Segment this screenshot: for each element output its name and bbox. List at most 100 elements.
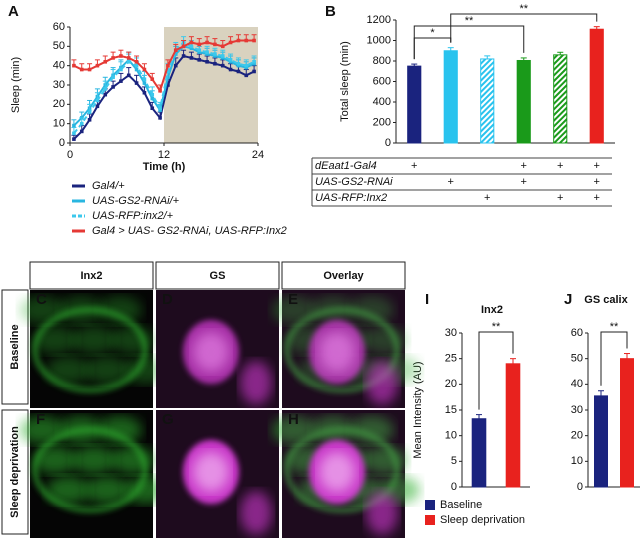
point — [158, 116, 162, 120]
point — [119, 54, 123, 58]
background-stain — [282, 410, 405, 538]
panel-letter: D — [162, 291, 173, 308]
point — [87, 118, 92, 122]
bar — [407, 65, 422, 144]
neuropil — [85, 356, 129, 384]
significance-label: ** — [465, 15, 474, 27]
point — [236, 63, 241, 68]
neuropil — [46, 476, 90, 504]
legend-label: Sleep deprivation — [440, 514, 525, 526]
point — [166, 83, 170, 87]
y-tick-label: 0 — [59, 137, 65, 149]
legend-label: Gal4/+ — [92, 180, 125, 192]
calyx-glow — [319, 452, 355, 492]
point — [72, 63, 76, 68]
panel-letter: G — [162, 411, 174, 428]
genotype-mark: + — [557, 192, 563, 204]
column-header-box — [155, 261, 280, 290]
neuropil — [350, 416, 394, 444]
genotype-mark: + — [594, 160, 600, 172]
column-header-box — [29, 261, 154, 290]
point — [134, 67, 139, 72]
point — [189, 46, 194, 51]
genotype-label: UAS-GS2-RNAi — [315, 176, 393, 188]
genotype-mark: + — [521, 160, 527, 172]
neuropil — [72, 446, 116, 474]
point — [142, 90, 147, 95]
point — [158, 106, 162, 110]
y-tick-label: 30 — [445, 327, 457, 339]
column-header: Inx2 — [80, 270, 102, 282]
y-tick-label: 10 — [571, 455, 583, 467]
y-tick-label: 50 — [53, 40, 65, 52]
background-stain — [156, 290, 279, 408]
legend-swatch — [425, 515, 435, 525]
genotype-mark: + — [484, 192, 490, 204]
y-axis-label: Total sleep (min) — [339, 41, 351, 122]
y-tick-label: 600 — [373, 75, 391, 87]
x-tick-label: 0 — [67, 149, 73, 161]
genotype-mark: + — [557, 160, 563, 172]
y-tick-label: 50 — [571, 353, 583, 365]
y-tick-label: 1200 — [367, 14, 391, 26]
point — [220, 54, 225, 58]
point — [150, 106, 155, 110]
panel-letter: J — [564, 291, 572, 308]
y-axis-label: Mean Intensity (AU) — [412, 361, 424, 458]
point — [79, 67, 84, 72]
point — [166, 69, 170, 74]
point — [236, 61, 241, 66]
y-tick-label: 40 — [571, 378, 583, 390]
significance-label: ** — [492, 321, 501, 333]
point — [166, 75, 170, 80]
y-tick-label: 400 — [373, 96, 391, 108]
bar — [480, 58, 495, 144]
chart-title: Inx2 — [481, 304, 503, 316]
neuropil — [98, 416, 142, 444]
genotype-mark: + — [411, 160, 417, 172]
significance-bracket — [478, 331, 514, 410]
panel-letter: B — [325, 3, 336, 20]
y-tick-label: 5 — [451, 455, 457, 467]
micrograph: F — [20, 410, 168, 538]
calyx-glow — [193, 332, 229, 372]
significance-label: ** — [610, 321, 619, 333]
point — [95, 63, 100, 68]
point — [228, 60, 233, 64]
point — [111, 56, 115, 60]
point — [72, 137, 76, 141]
point — [181, 54, 186, 58]
point — [205, 60, 209, 64]
point — [150, 96, 155, 101]
neuropil — [350, 296, 394, 324]
point — [213, 61, 217, 66]
point — [213, 42, 217, 47]
point — [126, 56, 131, 60]
neuropil — [72, 326, 116, 354]
point — [213, 54, 217, 58]
point — [142, 67, 147, 72]
micrograph: G — [156, 410, 279, 538]
y-tick-label: 200 — [373, 116, 391, 128]
point — [220, 63, 225, 68]
point — [173, 63, 178, 68]
point — [181, 44, 186, 49]
point — [197, 48, 202, 52]
bar — [589, 28, 604, 144]
row-header-box — [1, 289, 29, 405]
point — [189, 40, 194, 45]
neuropil — [111, 326, 155, 354]
y-tick-label: 20 — [571, 430, 583, 442]
panel-letter: I — [425, 291, 429, 308]
significance-bracket — [600, 331, 628, 386]
y-tick-label: 10 — [445, 430, 457, 442]
point — [252, 60, 256, 64]
point — [134, 60, 139, 64]
neuropil — [85, 476, 129, 504]
genotype-mark: + — [448, 176, 454, 188]
point — [236, 38, 241, 43]
bar — [620, 358, 634, 488]
cortex-glia — [366, 361, 398, 405]
point — [150, 77, 155, 81]
x-tick-label: 24 — [252, 149, 264, 161]
